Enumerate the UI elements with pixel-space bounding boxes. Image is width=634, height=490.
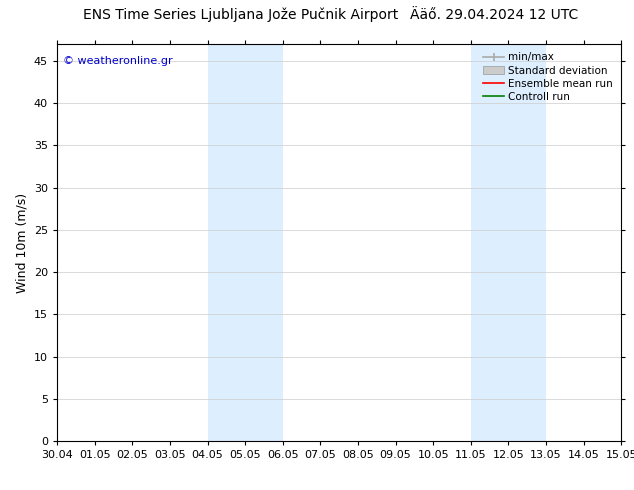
Text: Ääő. 29.04.2024 12 UTC: Ääő. 29.04.2024 12 UTC <box>410 8 579 22</box>
Text: © weatheronline.gr: © weatheronline.gr <box>63 56 172 66</box>
Y-axis label: Wind 10m (m/s): Wind 10m (m/s) <box>15 193 29 293</box>
Text: ENS Time Series Ljubljana Jože Pučnik Airport: ENS Time Series Ljubljana Jože Pučnik Ai… <box>83 7 399 22</box>
Bar <box>471 44 546 441</box>
Legend: min/max, Standard deviation, Ensemble mean run, Controll run: min/max, Standard deviation, Ensemble me… <box>480 49 616 105</box>
Bar <box>207 44 283 441</box>
